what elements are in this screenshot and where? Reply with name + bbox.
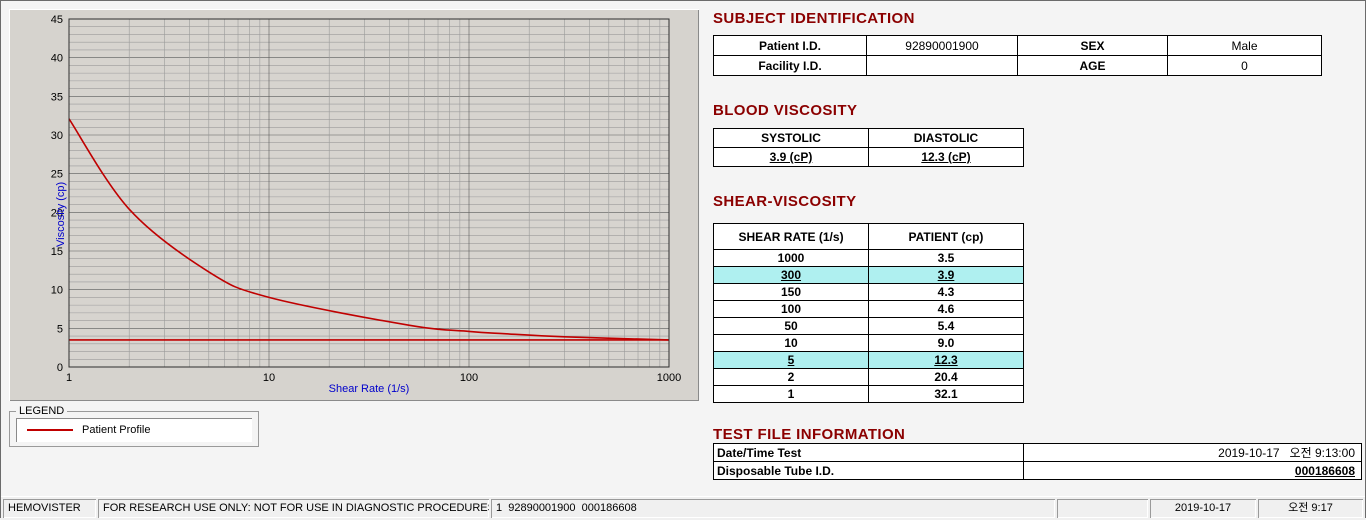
statusbar-empty-panel <box>1057 499 1148 518</box>
age-value: 0 <box>1167 55 1322 76</box>
shear-rate-cell: 10 <box>713 334 869 352</box>
age-label: AGE <box>1017 55 1168 76</box>
status-bar: HEMOVISTER FOR RESEARCH USE ONLY: NOT FO… <box>1 496 1365 520</box>
svg-text:35: 35 <box>51 91 63 103</box>
patient-profile-line-swatch <box>27 429 73 431</box>
shear-row: 100 4.6 <box>713 300 1024 318</box>
shear-rate-cell: 5 <box>713 351 869 369</box>
shear-row: 300 3.9 <box>713 266 1024 284</box>
svg-text:40: 40 <box>51 53 63 65</box>
statusbar-app-name: HEMOVISTER <box>3 499 96 518</box>
facility-id-label: Facility I.D. <box>713 55 867 76</box>
svg-text:15: 15 <box>51 246 63 258</box>
chart-grid <box>68 18 670 368</box>
shear-row: 10 9.0 <box>713 334 1024 352</box>
systolic-label: SYSTOLIC <box>713 128 869 148</box>
patient-column-header: PATIENT (cp) <box>868 223 1024 250</box>
svg-text:20: 20 <box>51 207 63 219</box>
svg-text:1000: 1000 <box>657 372 681 384</box>
legend-box: LEGEND Patient Profile <box>9 405 259 447</box>
svg-text:100: 100 <box>460 372 478 384</box>
shear-row: 5 12.3 <box>713 351 1024 369</box>
series-line-patient-profile <box>68 118 670 341</box>
shear-viscosity-title: SHEAR-VISCOSITY <box>713 193 857 210</box>
patient-viscosity-cell: 32.1 <box>868 385 1024 403</box>
plot-border <box>68 18 670 368</box>
shear-rate-cell: 300 <box>713 266 869 284</box>
shear-table-body: 1000 3.5 300 3.9 150 4.3 100 4.6 50 5.4 10 9.0 5 12.3… <box>713 249 1024 403</box>
patient-viscosity-cell: 12.3 <box>868 351 1024 369</box>
shear-viscosity-chart: 0 5 10 15 20 25 30 35 40 45 1 10 100 1000 <box>51 14 681 384</box>
axis-tick-labels: 0 5 10 15 20 25 30 35 40 45 1 10 100 1000 <box>51 14 681 384</box>
subject-row-2: Facility I.D. AGE 0 <box>713 55 1322 76</box>
x-axis-label: Shear Rate (1/s) <box>328 383 410 395</box>
facility-id-value <box>866 55 1018 76</box>
subject-identification-table: Patient I.D. 92890001900 SEX Male Facili… <box>713 35 1322 76</box>
test-file-row: Date/Time Test 2019-10-17 오전 9:13:00 <box>713 443 1362 462</box>
subject-identification-title: SUBJECT IDENTIFICATION <box>713 10 915 27</box>
shear-header-row: SHEAR RATE (1/s) PATIENT (cp) <box>713 223 1024 250</box>
shear-rate-cell: 100 <box>713 300 869 318</box>
svg-text:1: 1 <box>66 372 72 384</box>
statusbar-research-notice: FOR RESEARCH USE ONLY: NOT FOR USE IN DI… <box>98 499 489 518</box>
patient-viscosity-cell: 3.9 <box>868 266 1024 284</box>
shear-rate-column-header: SHEAR RATE (1/s) <box>713 223 869 250</box>
legend-series-label: Patient Profile <box>82 424 151 436</box>
blood-header-row: SYSTOLIC DIASTOLIC <box>713 128 1024 148</box>
patient-viscosity-cell: 3.5 <box>868 249 1024 267</box>
sex-label: SEX <box>1017 35 1168 56</box>
shear-row: 1 32.1 <box>713 385 1024 403</box>
svg-text:30: 30 <box>51 130 63 142</box>
patient-viscosity-cell: 20.4 <box>868 368 1024 386</box>
patient-viscosity-cell: 4.6 <box>868 300 1024 318</box>
test-file-value: 2019-10-17 오전 9:13:00 <box>1023 443 1362 462</box>
shear-row: 2 20.4 <box>713 368 1024 386</box>
test-file-information-table: Date/Time Test 2019-10-17 오전 9:13:00 Dispo… <box>713 443 1362 480</box>
patient-id-label: Patient I.D. <box>713 35 867 56</box>
shear-rate-cell: 1 <box>713 385 869 403</box>
svg-text:5: 5 <box>57 323 63 335</box>
test-file-information-title: TEST FILE INFORMATION <box>713 426 906 443</box>
svg-text:10: 10 <box>263 372 275 384</box>
svg-text:45: 45 <box>51 14 63 26</box>
shear-rate-cell: 2 <box>713 368 869 386</box>
patient-id-value: 92890001900 <box>866 35 1018 56</box>
patient-viscosity-cell: 5.4 <box>868 317 1024 335</box>
subject-row-1: Patient I.D. 92890001900 SEX Male <box>713 35 1322 56</box>
blood-viscosity-table: SYSTOLIC DIASTOLIC 3.9 (cP) 12.3 (cP) <box>713 128 1024 167</box>
statusbar-record-info: 1 92890001900 000186608 <box>491 499 1055 518</box>
statusbar-time: 오전 9:17 <box>1258 499 1363 518</box>
test-file-value: 000186608 <box>1023 461 1362 480</box>
blood-value-row: 3.9 (cP) 12.3 (cP) <box>713 147 1024 167</box>
statusbar-date: 2019-10-17 <box>1150 499 1256 518</box>
viscosity-chart-panel: 0 5 10 15 20 25 30 35 40 45 1 10 100 1000 Viscosity (… <box>9 9 699 401</box>
svg-text:25: 25 <box>51 169 63 181</box>
diastolic-label: DIASTOLIC <box>868 128 1024 148</box>
sex-value: Male <box>1167 35 1322 56</box>
patient-viscosity-cell: 4.3 <box>868 283 1024 301</box>
test-file-row: Disposable Tube I.D. 000186608 <box>713 461 1362 480</box>
test-file-label: Date/Time Test <box>713 443 1024 462</box>
shear-viscosity-table: SHEAR RATE (1/s) PATIENT (cp) 1000 3.5 300… <box>713 223 1024 403</box>
y-axis-label: Viscosity (cp) <box>55 181 67 247</box>
shear-row: 1000 3.5 <box>713 249 1024 267</box>
blood-viscosity-title: BLOOD VISCOSITY <box>713 102 858 119</box>
shear-rate-cell: 50 <box>713 317 869 335</box>
legend-entry: Patient Profile <box>16 418 252 442</box>
legend-title: LEGEND <box>19 405 65 417</box>
svg-text:0: 0 <box>57 362 63 374</box>
test-file-table-body: Date/Time Test 2019-10-17 오전 9:13:00 Dispo… <box>713 443 1362 480</box>
svg-text:10: 10 <box>51 285 63 297</box>
shear-rate-cell: 1000 <box>713 249 869 267</box>
shear-rate-cell: 150 <box>713 283 869 301</box>
patient-viscosity-cell: 9.0 <box>868 334 1024 352</box>
shear-row: 50 5.4 <box>713 317 1024 335</box>
diastolic-value: 12.3 (cP) <box>868 147 1024 167</box>
systolic-value: 3.9 (cP) <box>713 147 869 167</box>
shear-row: 150 4.3 <box>713 283 1024 301</box>
plot-area <box>69 19 669 367</box>
test-file-label: Disposable Tube I.D. <box>713 461 1024 480</box>
